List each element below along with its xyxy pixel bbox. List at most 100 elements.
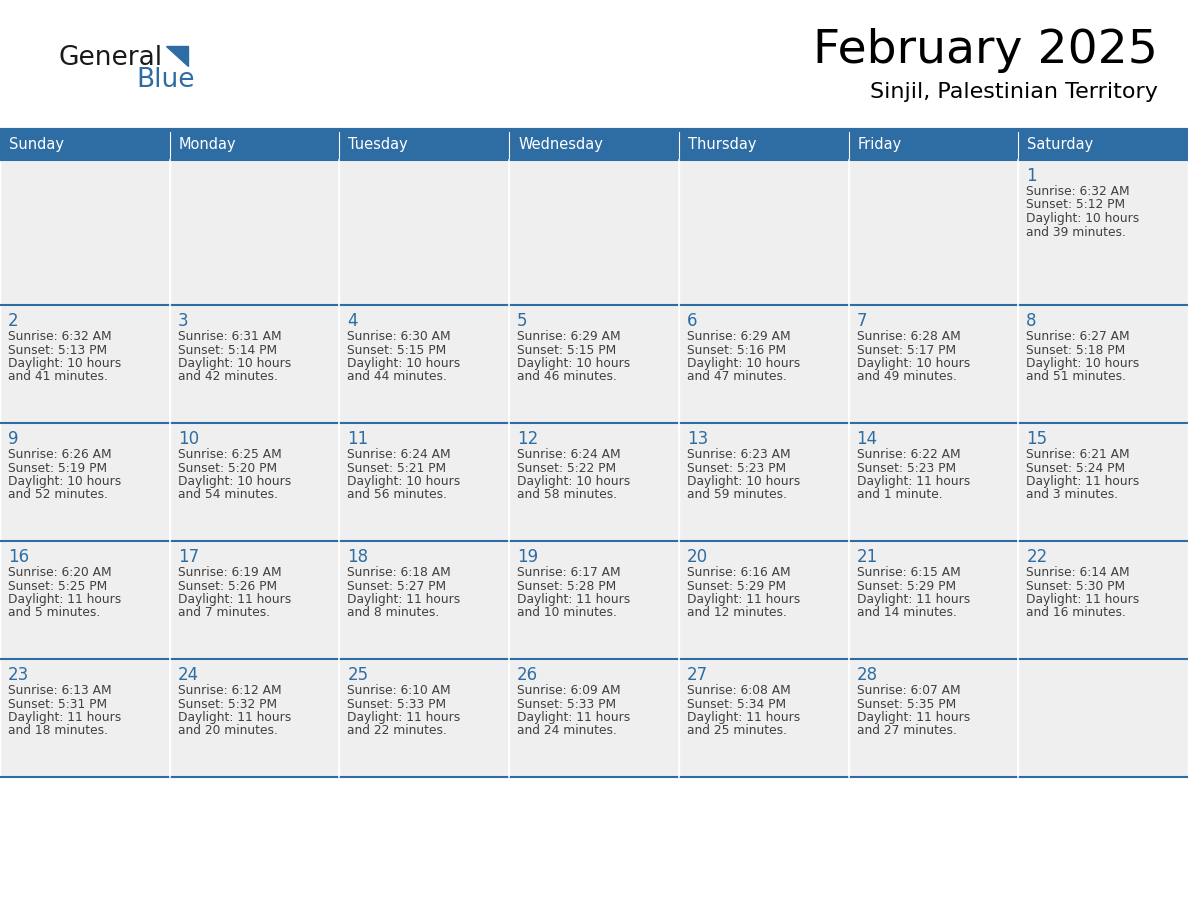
Text: Sunset: 5:22 PM: Sunset: 5:22 PM — [517, 462, 617, 475]
Text: 4: 4 — [347, 312, 358, 330]
Text: 20: 20 — [687, 548, 708, 566]
Bar — [0, 541, 170, 659]
Text: Daylight: 10 hours: Daylight: 10 hours — [178, 475, 291, 488]
Text: and 20 minutes.: and 20 minutes. — [178, 724, 278, 737]
Text: 16: 16 — [8, 548, 30, 566]
Text: Daylight: 11 hours: Daylight: 11 hours — [8, 711, 121, 724]
Text: Sunrise: 6:08 AM: Sunrise: 6:08 AM — [687, 684, 790, 697]
Text: 18: 18 — [347, 548, 368, 566]
Bar — [170, 160, 340, 305]
Text: Daylight: 10 hours: Daylight: 10 hours — [347, 475, 461, 488]
Text: 3: 3 — [178, 312, 189, 330]
Text: Sunset: 5:13 PM: Sunset: 5:13 PM — [8, 343, 107, 356]
Text: 17: 17 — [178, 548, 198, 566]
Text: Daylight: 10 hours: Daylight: 10 hours — [517, 357, 631, 370]
Text: and 49 minutes.: and 49 minutes. — [857, 371, 956, 384]
Bar — [340, 659, 510, 777]
Text: and 25 minutes.: and 25 minutes. — [687, 724, 786, 737]
Text: Sunrise: 6:29 AM: Sunrise: 6:29 AM — [517, 330, 621, 343]
Text: 10: 10 — [178, 430, 198, 448]
Text: Sunset: 5:34 PM: Sunset: 5:34 PM — [687, 698, 786, 711]
Text: Blue: Blue — [135, 67, 195, 93]
Text: Sunrise: 6:07 AM: Sunrise: 6:07 AM — [857, 684, 960, 697]
Text: and 54 minutes.: and 54 minutes. — [178, 488, 278, 501]
Text: and 18 minutes.: and 18 minutes. — [8, 724, 108, 737]
Text: Sunrise: 6:32 AM: Sunrise: 6:32 AM — [8, 330, 112, 343]
Text: Thursday: Thursday — [688, 138, 757, 152]
Text: Sunset: 5:24 PM: Sunset: 5:24 PM — [1026, 462, 1125, 475]
Text: 8: 8 — [1026, 312, 1037, 330]
Text: and 12 minutes.: and 12 minutes. — [687, 607, 786, 620]
Text: Daylight: 11 hours: Daylight: 11 hours — [857, 593, 969, 606]
Text: 19: 19 — [517, 548, 538, 566]
Text: Daylight: 10 hours: Daylight: 10 hours — [687, 357, 800, 370]
Bar — [848, 541, 1018, 659]
Text: 11: 11 — [347, 430, 368, 448]
Text: Daylight: 11 hours: Daylight: 11 hours — [687, 593, 800, 606]
Text: Sunset: 5:33 PM: Sunset: 5:33 PM — [517, 698, 617, 711]
Text: Daylight: 11 hours: Daylight: 11 hours — [178, 593, 291, 606]
Text: Sunset: 5:30 PM: Sunset: 5:30 PM — [1026, 579, 1125, 592]
Bar — [510, 160, 678, 305]
Text: Sunset: 5:12 PM: Sunset: 5:12 PM — [1026, 198, 1125, 211]
Text: Sunset: 5:20 PM: Sunset: 5:20 PM — [178, 462, 277, 475]
Text: 28: 28 — [857, 666, 878, 684]
Text: 25: 25 — [347, 666, 368, 684]
Text: and 27 minutes.: and 27 minutes. — [857, 724, 956, 737]
Bar — [0, 305, 170, 423]
Bar — [170, 423, 340, 541]
Text: Sunrise: 6:24 AM: Sunrise: 6:24 AM — [517, 448, 621, 461]
Text: Daylight: 10 hours: Daylight: 10 hours — [1026, 212, 1139, 225]
Text: Sunrise: 6:29 AM: Sunrise: 6:29 AM — [687, 330, 790, 343]
Text: Sunset: 5:35 PM: Sunset: 5:35 PM — [857, 698, 956, 711]
Text: and 24 minutes.: and 24 minutes. — [517, 724, 617, 737]
Text: Sunset: 5:29 PM: Sunset: 5:29 PM — [857, 579, 955, 592]
Text: 21: 21 — [857, 548, 878, 566]
Text: Sunrise: 6:18 AM: Sunrise: 6:18 AM — [347, 566, 451, 579]
Bar — [170, 305, 340, 423]
Text: Sunrise: 6:31 AM: Sunrise: 6:31 AM — [178, 330, 282, 343]
Text: and 3 minutes.: and 3 minutes. — [1026, 488, 1118, 501]
Text: Sunset: 5:28 PM: Sunset: 5:28 PM — [517, 579, 617, 592]
Text: 23: 23 — [8, 666, 30, 684]
Text: Sunset: 5:18 PM: Sunset: 5:18 PM — [1026, 343, 1125, 356]
Bar — [678, 659, 848, 777]
Text: and 51 minutes.: and 51 minutes. — [1026, 371, 1126, 384]
Bar — [1018, 659, 1188, 777]
Text: Daylight: 11 hours: Daylight: 11 hours — [687, 711, 800, 724]
Text: Daylight: 11 hours: Daylight: 11 hours — [1026, 593, 1139, 606]
Bar — [848, 423, 1018, 541]
Bar — [1018, 305, 1188, 423]
Bar — [0, 423, 170, 541]
Text: Daylight: 10 hours: Daylight: 10 hours — [687, 475, 800, 488]
Bar — [340, 423, 510, 541]
Text: Sunrise: 6:26 AM: Sunrise: 6:26 AM — [8, 448, 112, 461]
Text: Sunrise: 6:14 AM: Sunrise: 6:14 AM — [1026, 566, 1130, 579]
Text: Sunrise: 6:28 AM: Sunrise: 6:28 AM — [857, 330, 960, 343]
Text: Sunrise: 6:20 AM: Sunrise: 6:20 AM — [8, 566, 112, 579]
Text: Sunset: 5:23 PM: Sunset: 5:23 PM — [687, 462, 786, 475]
Text: Wednesday: Wednesday — [518, 138, 604, 152]
Bar — [510, 541, 678, 659]
Bar — [678, 305, 848, 423]
Text: and 14 minutes.: and 14 minutes. — [857, 607, 956, 620]
Text: 26: 26 — [517, 666, 538, 684]
Bar — [678, 160, 848, 305]
Bar — [848, 130, 1018, 160]
Bar — [1018, 160, 1188, 305]
Text: 22: 22 — [1026, 548, 1048, 566]
Text: Sunset: 5:27 PM: Sunset: 5:27 PM — [347, 579, 447, 592]
Text: and 41 minutes.: and 41 minutes. — [8, 371, 108, 384]
Text: Sunrise: 6:12 AM: Sunrise: 6:12 AM — [178, 684, 282, 697]
Bar — [1018, 130, 1188, 160]
Text: Daylight: 11 hours: Daylight: 11 hours — [178, 711, 291, 724]
Text: Daylight: 10 hours: Daylight: 10 hours — [517, 475, 631, 488]
Text: 24: 24 — [178, 666, 198, 684]
Text: 5: 5 — [517, 312, 527, 330]
Text: 7: 7 — [857, 312, 867, 330]
Text: and 46 minutes.: and 46 minutes. — [517, 371, 617, 384]
Text: Daylight: 10 hours: Daylight: 10 hours — [8, 357, 121, 370]
Text: and 1 minute.: and 1 minute. — [857, 488, 942, 501]
Text: 12: 12 — [517, 430, 538, 448]
Bar — [340, 130, 510, 160]
